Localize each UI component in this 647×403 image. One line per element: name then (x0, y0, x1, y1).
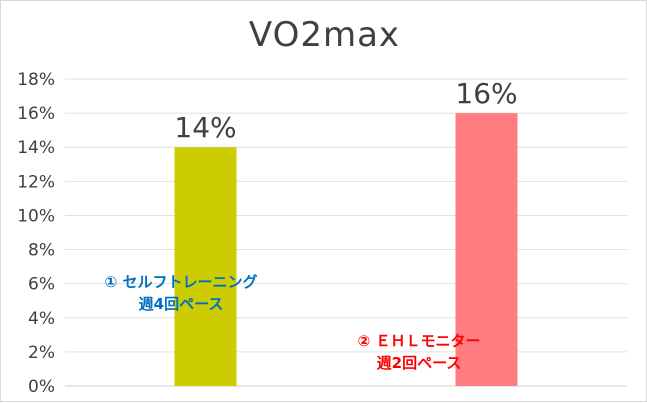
bar-data-label: 14% (174, 111, 236, 144)
bar (455, 113, 518, 386)
annotation-ehl-monitor-line1: ② ＥＨＬモニター (357, 332, 481, 350)
y-tick-label: 18% (17, 70, 55, 90)
y-tick-label: 6% (28, 275, 55, 295)
y-tick-label: 14% (17, 138, 55, 158)
bar-data-label: 16% (455, 77, 517, 110)
annotation-self-training: ① セルフトレーニング 週4回ペース (65, 271, 297, 315)
y-tick-label: 10% (17, 206, 55, 226)
annotation-self-training-line2: 週4回ペース (138, 295, 224, 313)
annotation-ehl-monitor: ② ＥＨＬモニター 週2回ペース (319, 330, 519, 374)
y-tick-label: 12% (17, 172, 55, 192)
y-tick-label: 16% (17, 104, 55, 124)
y-tick-label: 8% (28, 241, 55, 261)
annotation-ehl-monitor-line2: 週2回ペース (376, 354, 462, 372)
bar (174, 147, 237, 386)
y-tick-label: 4% (28, 309, 55, 329)
annotation-self-training-line1: ① セルフトレーニング (104, 273, 258, 291)
chart-title: VO2max (248, 15, 401, 55)
y-tick-label: 0% (28, 377, 55, 397)
y-tick-label: 2% (28, 343, 55, 363)
